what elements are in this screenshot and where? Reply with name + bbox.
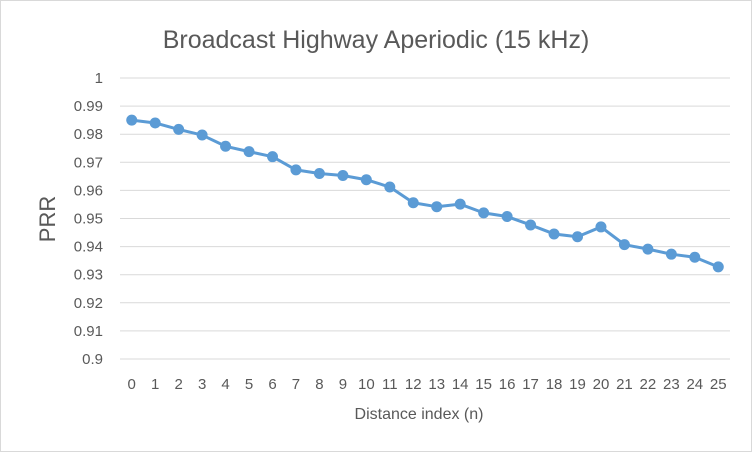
y-tick-labels: 0.9 0.91 0.92 0.93 0.94 0.95 0.96 0.97 0.98 0.99 1 (74, 70, 103, 368)
data-point (196, 129, 208, 141)
x-tick-label: 15 (475, 376, 492, 393)
data-point (243, 146, 255, 158)
data-point (384, 181, 396, 193)
data-point (313, 168, 325, 180)
x-tick-label: 10 (358, 376, 375, 393)
x-tick-label: 24 (686, 376, 703, 393)
x-tick-label: 8 (315, 376, 323, 393)
data-point (642, 243, 654, 255)
x-tick-label: 17 (522, 376, 539, 393)
x-tick-label: 13 (428, 376, 445, 393)
x-tick-label: 22 (640, 376, 657, 393)
x-tick-label: 9 (339, 376, 347, 393)
x-tick-label: 7 (292, 376, 300, 393)
data-point (407, 197, 419, 209)
data-point (665, 248, 677, 260)
y-tick-label: 0.98 (74, 126, 103, 143)
x-tick-label: 19 (569, 376, 586, 393)
data-point (360, 174, 372, 186)
x-tick-labels: 0 1 2 3 4 5 6 7 8 9 10 11 12 13 14 15 16 17 18 19 20 21 22 23 24… (128, 376, 727, 393)
data-point (712, 261, 724, 273)
chart-title: Broadcast Highway Aperiodic (15 kHz) (163, 26, 590, 54)
x-tick-label: 21 (616, 376, 633, 393)
data-point (126, 114, 138, 126)
x-tick-label: 3 (198, 376, 206, 393)
x-tick-label: 23 (663, 376, 680, 393)
x-tick-label: 16 (499, 376, 516, 393)
x-tick-label: 12 (405, 376, 422, 393)
x-tick-label: 14 (452, 376, 469, 393)
data-point (290, 164, 302, 176)
y-tick-label: 0.92 (74, 295, 103, 312)
series-prr (126, 114, 724, 273)
x-tick-label: 11 (382, 376, 398, 393)
x-tick-label: 0 (128, 376, 136, 393)
y-axis-label: PRR (35, 196, 60, 242)
data-point (548, 228, 560, 240)
data-point (595, 221, 607, 233)
data-point (267, 151, 278, 163)
x-tick-label: 25 (710, 376, 727, 393)
y-tick-label: 0.99 (74, 98, 103, 115)
y-tick-label: 0.91 (74, 323, 103, 340)
y-tick-label: 1 (95, 70, 103, 87)
y-tick-label: 0.9 (82, 351, 103, 368)
x-tick-label: 20 (593, 376, 610, 393)
x-tick-label: 18 (546, 376, 563, 393)
data-point (689, 251, 701, 263)
data-point (431, 201, 443, 213)
series-line (131, 118, 719, 269)
data-point (501, 211, 513, 223)
data-point (572, 231, 583, 243)
data-point (173, 123, 185, 135)
gridlines (120, 77, 730, 360)
data-point (618, 239, 630, 251)
y-tick-label: 0.94 (74, 239, 103, 256)
data-point (220, 140, 232, 152)
y-tick-label: 0.93 (74, 267, 103, 284)
y-tick-label: 0.97 (74, 154, 103, 171)
data-point (149, 117, 161, 129)
x-tick-label: 2 (174, 376, 182, 393)
x-axis-label: Distance index (n) (355, 406, 484, 423)
x-tick-label: 6 (268, 376, 276, 393)
y-tick-label: 0.96 (74, 182, 103, 199)
data-point (454, 198, 466, 210)
data-point (337, 170, 349, 182)
y-tick-label: 0.95 (74, 211, 103, 228)
x-tick-label: 5 (245, 376, 253, 393)
data-point (478, 207, 490, 219)
data-point (525, 219, 537, 231)
x-tick-label: 1 (151, 376, 159, 393)
x-tick-label: 4 (221, 376, 229, 393)
